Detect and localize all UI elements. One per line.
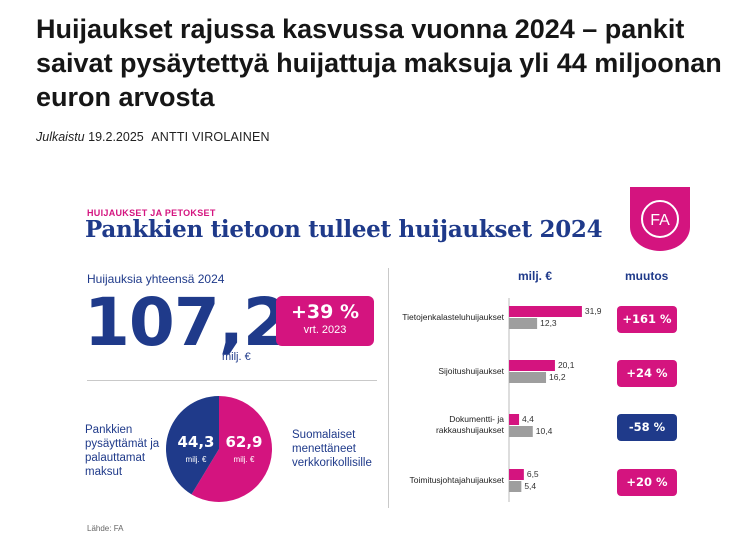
author-name: ANTTI VIROLAINEN: [151, 130, 270, 144]
infographic-title: Pankkien tietoon tulleet huijaukset 2024: [85, 216, 603, 243]
source-note: Lähde: FA: [87, 524, 124, 533]
pie-lost-unit: milj. €: [234, 455, 255, 464]
pie-chart: 44,3 milj. € 62,9 milj. €: [166, 396, 272, 502]
total-change-badge: +39 % vrt. 2023: [276, 296, 374, 346]
bar-2023: [509, 372, 547, 383]
column-divider: [388, 268, 389, 508]
pie-stopped-unit: milj. €: [186, 455, 207, 464]
bar-value-label: 16,2: [549, 372, 566, 382]
bar-value-label: 12,3: [540, 318, 557, 328]
bar-2024: [509, 306, 582, 317]
published-date: 19.2.2025: [88, 130, 144, 144]
pie-lost-label: Suomalaiset menettäneet verkkorikollisil…: [292, 429, 372, 469]
total-change-ref: vrt. 2023: [303, 324, 347, 336]
total-label: Huijauksia yhteensä 2024: [87, 272, 225, 286]
change-badge: +161 %: [617, 306, 677, 333]
change-badge: +24 %: [617, 360, 677, 387]
section-divider: [87, 380, 377, 381]
pie-stopped-label: Pankkien pysäyttämät ja palauttamat maks…: [85, 424, 160, 478]
column-header-change: muutos: [625, 269, 669, 283]
article-headline: Huijaukset rajussa kasvussa vuonna 2024 …: [36, 14, 722, 112]
bar-value-label: 20,1: [558, 360, 575, 370]
bar-value-label: 10,4: [536, 426, 553, 436]
bar-value-label: 4,4: [522, 414, 534, 424]
bar-2023: [509, 426, 533, 437]
fa-logo-icon: FA: [630, 187, 690, 251]
total-value: 107,2: [84, 284, 289, 361]
bar-2023: [509, 318, 538, 329]
bar-2024: [509, 414, 520, 425]
pie-slice-stopped: [166, 396, 219, 495]
bar-2024: [509, 360, 555, 371]
pie-slice-lost: [191, 396, 272, 502]
infographic-kicker: HUIJAUKSET JA PETOKSET: [87, 208, 216, 218]
total-unit: milj. €: [222, 351, 251, 363]
logo-text: FA: [650, 212, 670, 229]
bar-value-label: 31,9: [585, 306, 602, 316]
published-label: Julkaistu: [36, 130, 85, 144]
total-change-value: +39 %: [290, 301, 359, 323]
bar-2023: [509, 481, 522, 492]
bar-category-label: Sijoitushuijaukset: [438, 366, 504, 376]
change-badge: +20 %: [617, 469, 677, 496]
bar-category-label: Dokumentti- ja rakkaushuijaukset: [435, 414, 504, 435]
bar-value-label: 6,5: [527, 469, 539, 479]
bar-category-label: Tietojenkalasteluhuijaukset: [402, 312, 504, 322]
pie-lost-value: 62,9: [225, 433, 262, 451]
bar-2024: [509, 469, 524, 480]
bar-chart: 31,9 12,3 20,1 16,2 4,410,4 6,5 5,4: [508, 298, 602, 502]
bar-value-label: 5,4: [524, 481, 536, 491]
byline: Julkaistu 19.2.2025 ANTTI VIROLAINEN: [36, 130, 270, 144]
bar-category-label: Toimitusjohtajahuijaukset: [409, 475, 505, 485]
pie-stopped-value: 44,3: [177, 433, 214, 451]
column-header-amount: milj. €: [518, 269, 553, 283]
change-badge: -58 %: [617, 414, 677, 441]
